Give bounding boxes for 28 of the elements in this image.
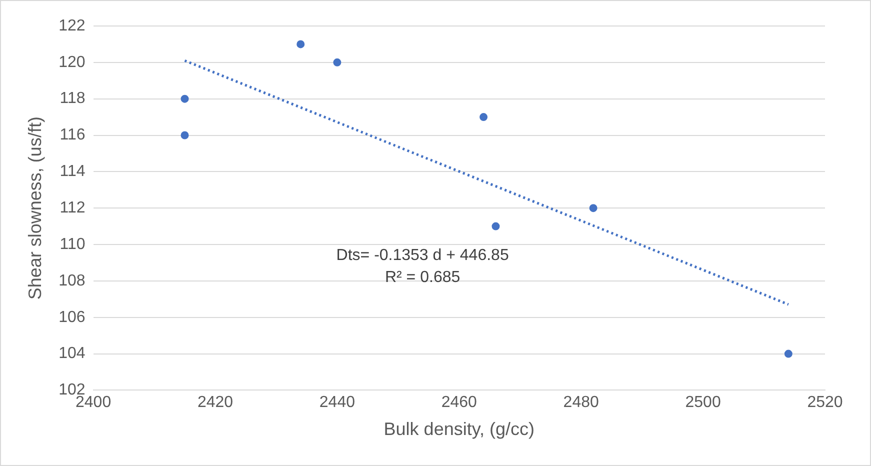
y-tick-label: 108 [58,272,86,290]
y-tick-label: 112 [60,200,86,217]
y-tick-label: 122 [58,17,86,34]
y-tick-label: 118 [60,90,86,108]
y-axis-title: Shear slowness, (us/ft) [24,116,45,300]
point [589,204,598,212]
y-tick-label: 104 [58,345,86,362]
point [180,131,189,140]
point [784,350,792,358]
x-tick-label: 2480 [563,394,599,412]
y-tick-label: 114 [60,163,86,180]
y-tick-label: 116 [60,126,86,144]
x-tick-label: 2420 [197,394,234,412]
annotation: R² = 0.685 [384,268,460,286]
y-tick-label: 106 [58,308,86,326]
annotation: Dts= -0.1353 d + 446.85 [336,246,509,264]
point [492,222,500,230]
point [296,40,305,48]
x-tick-label: 2520 [807,394,843,412]
x-axis-title: Bulk density, (g/cc) [384,419,535,440]
x-tick-label: 2440 [319,394,356,412]
x-tick-label: 2460 [441,394,478,412]
y-tick-label: 120 [58,54,86,71]
point [333,58,342,66]
point [180,94,189,103]
x-tick-label: 2500 [685,394,721,412]
point [480,113,488,122]
y-tick-label: 110 [60,236,86,253]
